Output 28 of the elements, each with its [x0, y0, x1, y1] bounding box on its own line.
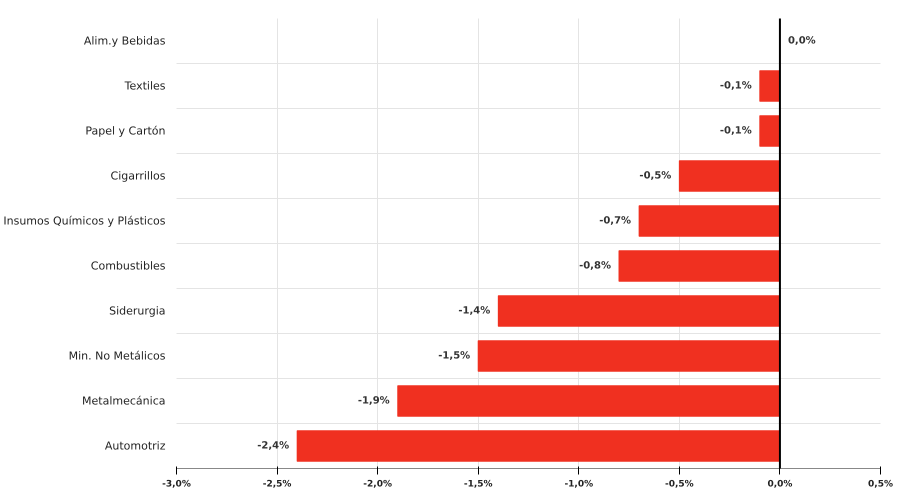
data-label: -2,4% [257, 440, 290, 452]
data-label: -0,8% [579, 260, 611, 272]
y-tick-label: Min. No Metálicos [68, 350, 166, 362]
x-tick-label: -3,0% [162, 480, 191, 490]
x-tick-label: 0,0% [767, 480, 792, 490]
data-label: -0,1% [720, 126, 752, 136]
data-label: 0,0% [788, 36, 816, 46]
y-tick-label: Siderurgia [109, 304, 166, 318]
data-label: -0,1% [720, 80, 752, 92]
y-tick-label: Insumos Químicos y Plásticos [3, 214, 166, 228]
data-label: -1,4% [458, 306, 490, 316]
x-tick-label: -2,5% [262, 480, 292, 490]
x-tick-label: 0,5% [868, 480, 893, 490]
x-tick-label: -2,0% [363, 480, 392, 490]
y-tick-label: Cigarrillos [110, 170, 166, 182]
y-tick-label: Alim.y Bebidas [84, 34, 166, 48]
data-label: -1,5% [438, 350, 470, 362]
y-tick-label: Metalmecánica [82, 394, 166, 408]
y-tick-label: Textiles [124, 80, 166, 92]
x-tick-label: -1,0% [564, 480, 594, 490]
data-label: -0,5% [639, 170, 672, 182]
x-tick-label: -1,5% [464, 480, 493, 490]
x-tick-label: -0,5% [665, 480, 694, 490]
y-tick-label: Papel y Cartón [85, 124, 166, 138]
y-tick-label: Combustibles [90, 260, 166, 272]
data-label: -1,9% [358, 396, 390, 406]
data-label: -0,7% [599, 216, 632, 226]
y-tick-label: Automotriz [104, 440, 166, 452]
